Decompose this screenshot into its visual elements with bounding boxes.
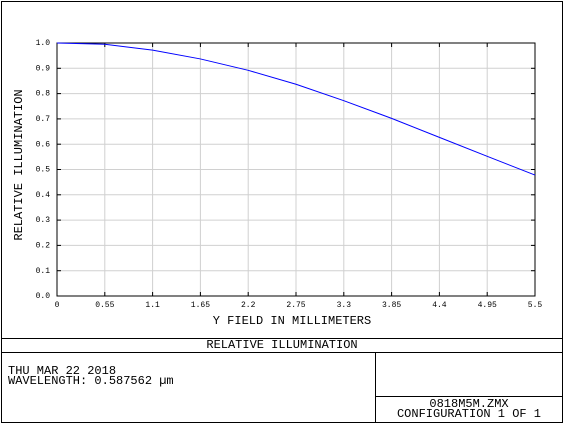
y-tick-label: 1.0	[36, 39, 51, 48]
x-tick-label: 2.75	[286, 301, 305, 310]
x-tick-label: 1.1	[145, 301, 160, 310]
x-tick-label: 3.3	[337, 301, 352, 310]
wavelength: WAVELENGTH: 0.587562 µm	[8, 374, 174, 388]
y-tick-label: 0.0	[36, 292, 51, 301]
y-tick-label: 0.5	[36, 166, 51, 175]
y-tick-label: 0.8	[36, 90, 51, 99]
y-tick-label: 0.9	[36, 64, 51, 73]
x-tick-label: 1.65	[191, 301, 210, 310]
y-tick-label: 0.2	[36, 242, 51, 251]
plot-frame	[56, 42, 536, 297]
x-tick-label: 5.5	[528, 301, 543, 310]
y-tick-label: 0.3	[36, 216, 51, 225]
file-name: 0818M5M.ZMX	[429, 397, 508, 411]
configuration: CONFIGURATION 1 OF 1	[397, 407, 541, 421]
footer-title: RELATIVE ILLUMINATION	[206, 338, 357, 352]
x-tick-label: 2.2	[241, 301, 256, 310]
x-tick-label: 4.4	[432, 301, 447, 310]
x-axis-label: Y FIELD IN MILLIMETERS	[213, 314, 371, 328]
y-tick-label: 0.6	[36, 140, 51, 149]
y-tick-label: 0.7	[36, 115, 51, 124]
y-tick-label: 0.4	[36, 191, 51, 200]
x-tick-label: 0	[55, 301, 60, 310]
date: THU MAR 22 2018	[8, 364, 116, 378]
data-line	[56, 42, 536, 176]
x-tick-label: 4.95	[478, 301, 497, 310]
y-axis-label: RELATIVE ILLUMINATION	[12, 89, 26, 240]
x-tick-label: 0.55	[95, 301, 114, 310]
y-tick-label: 0.1	[36, 267, 51, 276]
x-tick-label: 3.85	[382, 301, 401, 310]
